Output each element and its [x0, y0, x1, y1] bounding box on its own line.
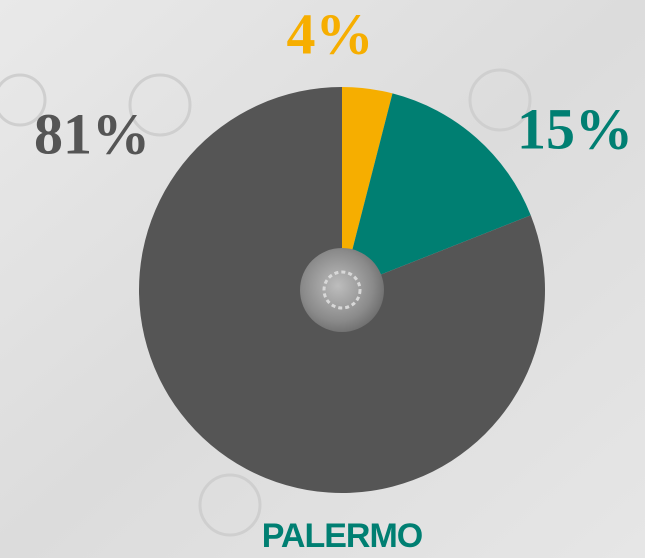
chart: PALERMO 4% 15% 81%: [0, 0, 645, 558]
data-label: 81%: [34, 101, 150, 166]
data-label: 4%: [287, 1, 374, 66]
center-hole: [300, 248, 384, 332]
data-label: 15%: [517, 96, 633, 161]
chart-title: PALERMO: [262, 517, 423, 555]
